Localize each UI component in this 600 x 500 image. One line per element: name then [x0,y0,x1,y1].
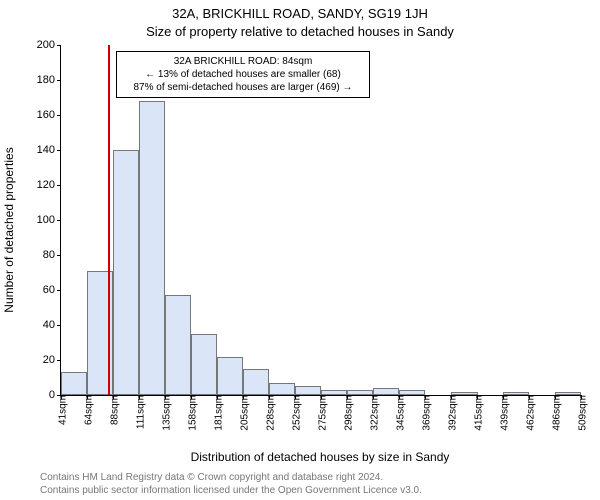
y-tick-label: 200 [21,39,61,51]
x-tick-label: 158sqm [184,395,199,431]
histogram-bar [61,372,87,395]
histogram-bar [399,390,426,395]
histogram-bar [217,357,244,396]
x-tick-label: 415sqm [470,395,485,431]
x-tick-label: 369sqm [418,395,433,431]
highlight-line [108,45,110,395]
histogram-bar [555,392,581,396]
x-tick-label: 252sqm [288,395,303,431]
annotation-line3: 87% of semi-detached houses are larger (… [123,81,363,94]
y-tick-mark [57,45,61,46]
y-tick-mark [57,325,61,326]
footnote-line2: Contains public sector information licen… [40,485,422,496]
y-tick-label: 160 [21,109,61,121]
x-tick-label: 322sqm [366,395,381,431]
x-tick-label: 88sqm [106,395,121,425]
y-tick-label: 180 [21,74,61,86]
y-tick-label: 100 [21,214,61,226]
x-tick-label: 392sqm [444,395,459,431]
x-tick-label: 228sqm [262,395,277,431]
x-tick-label: 205sqm [236,395,251,431]
histogram-bar [451,392,478,396]
y-tick-label: 140 [21,144,61,156]
x-tick-label: 275sqm [314,395,329,431]
x-tick-label: 486sqm [548,395,563,431]
histogram-bar [191,334,217,395]
x-tick-label: 181sqm [210,395,225,431]
y-tick-mark [57,220,61,221]
y-axis-label: Number of detached properties [2,147,16,312]
histogram-bar [269,383,296,395]
y-tick-label: 20 [21,354,61,366]
histogram-bar [321,390,347,395]
histogram-bar [243,369,269,395]
annotation-box: 32A BRICKHILL ROAD: 84sqm ← 13% of detac… [116,51,370,98]
annotation-line2: ← 13% of detached houses are smaller (68… [123,68,363,81]
histogram-bar [373,388,399,395]
x-tick-label: 298sqm [340,395,355,431]
histogram-plot: 32A BRICKHILL ROAD: 84sqm ← 13% of detac… [60,45,581,396]
y-tick-label: 80 [21,249,61,261]
y-tick-label: 40 [21,319,61,331]
x-tick-label: 509sqm [574,395,589,431]
y-tick-mark [57,360,61,361]
x-tick-label: 41sqm [54,395,69,425]
y-tick-mark [57,115,61,116]
page-title-line2: Size of property relative to detached ho… [0,24,600,39]
x-tick-label: 345sqm [392,395,407,431]
histogram-bar [295,386,321,395]
histogram-bar [347,390,374,395]
x-tick-label: 439sqm [496,395,511,431]
x-tick-label: 111sqm [132,395,147,429]
y-tick-label: 120 [21,179,61,191]
footnote-line1: Contains HM Land Registry data © Crown c… [40,472,383,483]
histogram-bar [165,295,191,395]
histogram-bar [503,392,529,396]
y-tick-label: 60 [21,284,61,296]
y-tick-mark [57,290,61,291]
y-tick-mark [57,185,61,186]
histogram-bar [139,101,166,395]
y-tick-mark [57,80,61,81]
y-tick-mark [57,150,61,151]
histogram-bar [113,150,139,395]
x-tick-label: 64sqm [80,395,95,425]
x-axis-label: Distribution of detached houses by size … [60,450,580,464]
annotation-line1: 32A BRICKHILL ROAD: 84sqm [123,55,363,68]
y-tick-mark [57,255,61,256]
x-tick-label: 135sqm [158,395,173,431]
page-title-line1: 32A, BRICKHILL ROAD, SANDY, SG19 1JH [0,6,600,21]
x-tick-label: 462sqm [522,395,537,431]
